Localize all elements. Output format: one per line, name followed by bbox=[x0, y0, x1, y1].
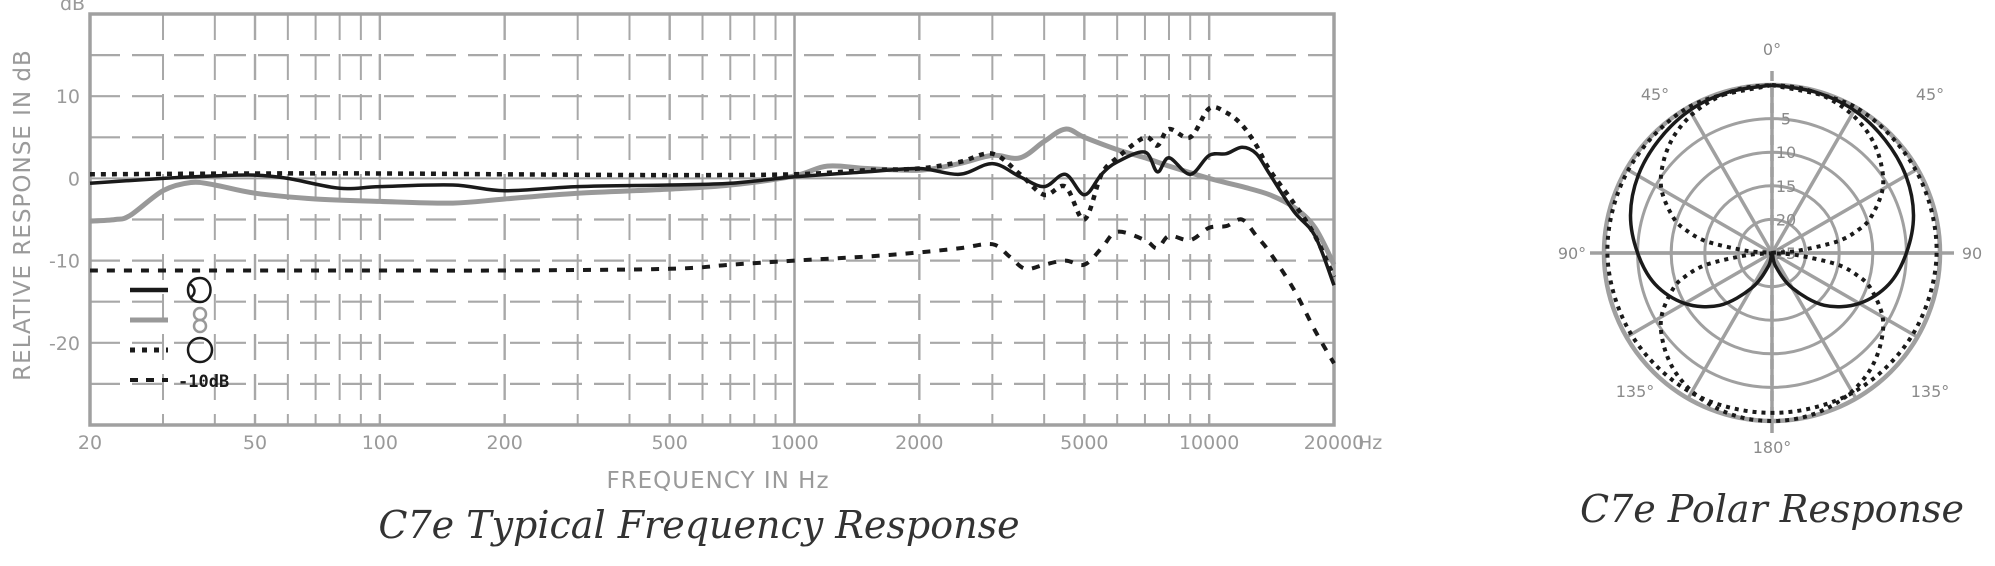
polar-radial-label: 10 bbox=[1776, 143, 1796, 162]
x-tick-label: 5000 bbox=[1060, 432, 1108, 454]
x-tick-label: 10000 bbox=[1179, 432, 1239, 454]
polar-radial-label: 5 bbox=[1781, 110, 1791, 129]
polar-angle-label: 45° bbox=[1641, 85, 1669, 104]
x-unit-label: Hz bbox=[1358, 432, 1382, 454]
x-tick-label: 500 bbox=[652, 432, 688, 454]
series-line-cardioid bbox=[89, 145, 1336, 286]
x-tick-label: 1000 bbox=[770, 432, 818, 454]
x-tick-label: 50 bbox=[243, 432, 267, 454]
polar-chart-title: C7e Polar Response bbox=[1580, 487, 1964, 531]
x-tick-label: 20 bbox=[78, 432, 102, 454]
polar-spoke bbox=[1686, 106, 1774, 254]
polar-angle-label: 135° bbox=[1911, 382, 1950, 401]
polar-spoke bbox=[1770, 252, 1858, 400]
polar-angle-label: 180° bbox=[1753, 438, 1792, 457]
y-tick-label: 0 bbox=[68, 168, 80, 190]
figure-8-icon bbox=[192, 306, 208, 322]
polar-spoke bbox=[1771, 251, 1919, 339]
y-axis-label: RELATIVE RESPONSE IN dB bbox=[10, 49, 36, 381]
polar-spoke bbox=[1686, 252, 1774, 400]
series-line--10dB bbox=[89, 217, 1336, 365]
omni-icon bbox=[186, 336, 214, 364]
polar-spoke bbox=[1770, 106, 1858, 254]
y-tick-label: -20 bbox=[49, 333, 80, 355]
cardioid-icon bbox=[186, 276, 212, 304]
x-tick-label: 100 bbox=[362, 432, 398, 454]
polar-ring bbox=[1669, 150, 1875, 356]
polar-angle-label: 90 bbox=[1962, 244, 1982, 263]
polar-radial-label: 20 bbox=[1776, 210, 1796, 229]
figure-8-icon-lower bbox=[192, 318, 208, 334]
polar-angle-label: 135° bbox=[1616, 382, 1655, 401]
polar-spoke bbox=[1771, 167, 1919, 255]
polar-ring bbox=[1736, 217, 1808, 289]
series-line-figure-8 bbox=[89, 126, 1337, 266]
legend-label-minus-10db: -10dB bbox=[178, 372, 229, 392]
polar-spoke bbox=[1625, 251, 1773, 339]
polar-radial-label: 15 bbox=[1776, 177, 1796, 196]
polar-spoke bbox=[1625, 167, 1773, 255]
polar-angle-label: 90° bbox=[1558, 244, 1586, 263]
polar-angle-label: 0° bbox=[1763, 40, 1781, 59]
x-tick-label: 200 bbox=[487, 432, 523, 454]
frequency-response-chart: 20 50 100 200 500 1000 2000 5000 10000 20000100-1… bbox=[10, 0, 1382, 547]
x-axis-label: FREQUENCY IN Hz bbox=[606, 468, 829, 494]
frequency-chart-title: C7e Typical Frequency Response bbox=[378, 503, 1019, 547]
y-tick-label: 10 bbox=[56, 86, 80, 108]
polar-angle-label: 45° bbox=[1916, 85, 1944, 104]
series-line-omni bbox=[89, 104, 1337, 278]
polar-ring bbox=[1703, 184, 1841, 322]
polar-pattern-omni bbox=[1605, 83, 1939, 415]
y-tick-label: -10 bbox=[49, 251, 80, 273]
y-unit-label: dB bbox=[60, 0, 85, 15]
x-tick-label: 20000 bbox=[1304, 432, 1364, 454]
x-tick-label: 2000 bbox=[895, 432, 943, 454]
